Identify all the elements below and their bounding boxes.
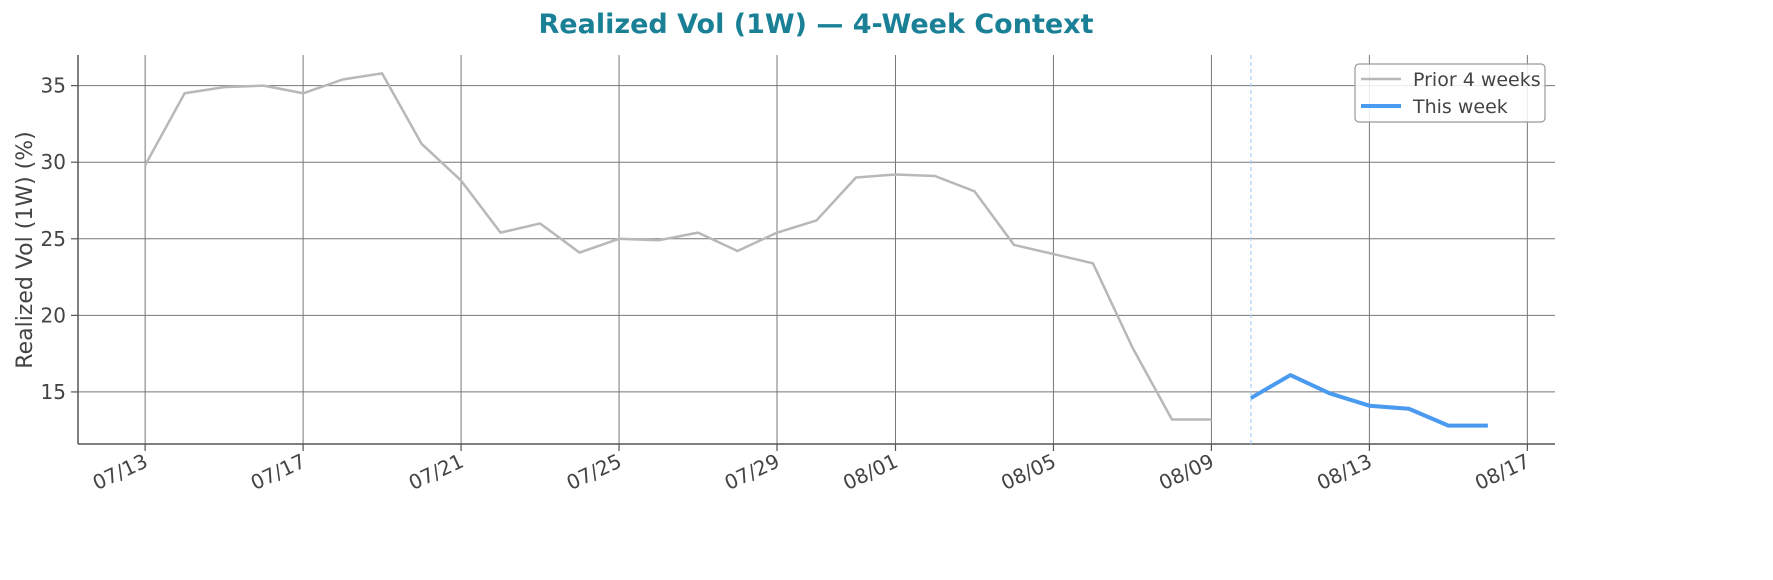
legend-label: Prior 4 weeks	[1413, 69, 1541, 91]
legend-box	[1354, 63, 1546, 123]
y-tick-label: 20	[41, 303, 66, 327]
y-tick-label: 35	[41, 74, 66, 98]
y-tick-label: 15	[41, 380, 66, 404]
series-line	[1249, 373, 1488, 428]
y-axis-label: Realized Vol (1W) (%)	[13, 131, 38, 368]
x-tick-label: 07/25	[563, 449, 625, 495]
x-tick-label: 08/09	[1155, 449, 1217, 495]
x-tick-label: 07/21	[405, 449, 467, 495]
chart-title: Realized Vol (1W) — 4-Week Context	[539, 9, 1094, 40]
x-tick-label: 07/13	[89, 449, 151, 495]
x-tick-label: 08/13	[1313, 449, 1375, 495]
y-tick-label: 30	[41, 150, 66, 174]
x-tick-label: 07/17	[247, 449, 309, 495]
legend-label: This week	[1412, 96, 1508, 118]
x-tick-label: 08/01	[839, 449, 901, 495]
y-tick-label: 25	[41, 227, 66, 251]
x-tick-label: 08/17	[1471, 449, 1533, 495]
x-tick-label: 08/05	[997, 449, 1059, 495]
series-line	[144, 72, 1212, 421]
x-tick-label: 07/29	[721, 449, 783, 495]
